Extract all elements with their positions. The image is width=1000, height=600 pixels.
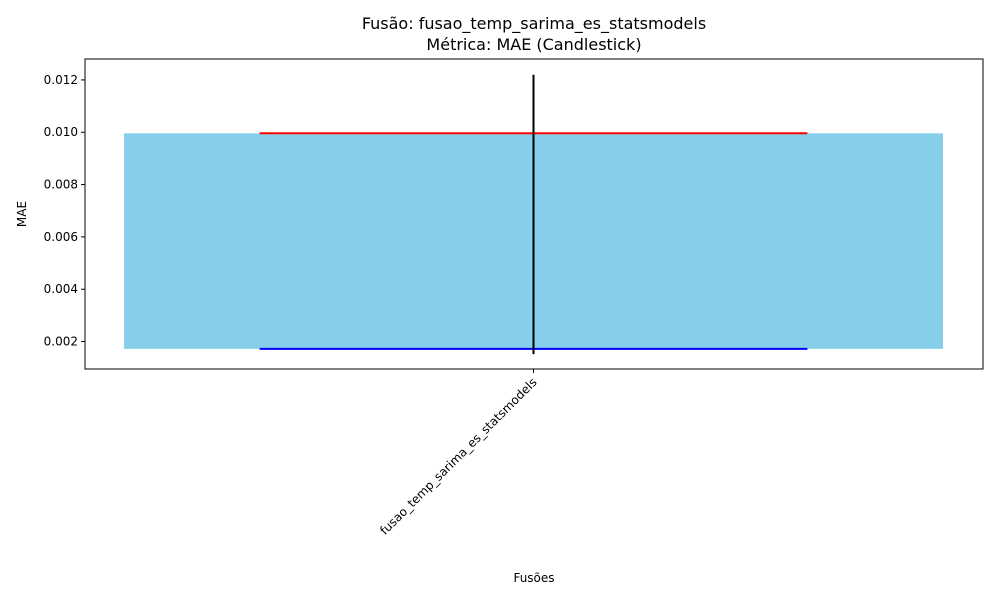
x-axis-label: Fusões <box>513 571 554 585</box>
y-tick-label: 0.004 <box>44 282 78 296</box>
y-axis: 0.002 0.004 0.006 0.008 0.010 0.012 <box>44 73 85 349</box>
y-tick-label: 0.008 <box>44 178 78 192</box>
y-tick-label: 0.006 <box>44 230 78 244</box>
y-tick-label: 0.012 <box>44 73 78 87</box>
chart-title: Fusão: fusao_temp_sarima_es_statsmodels <box>362 14 706 34</box>
y-axis-label: MAE <box>15 201 29 227</box>
y-tick-label: 0.010 <box>44 125 78 139</box>
y-tick-label: 0.002 <box>44 335 78 349</box>
chart-subtitle: Métrica: MAE (Candlestick) <box>426 35 641 54</box>
plot-area <box>124 74 943 355</box>
